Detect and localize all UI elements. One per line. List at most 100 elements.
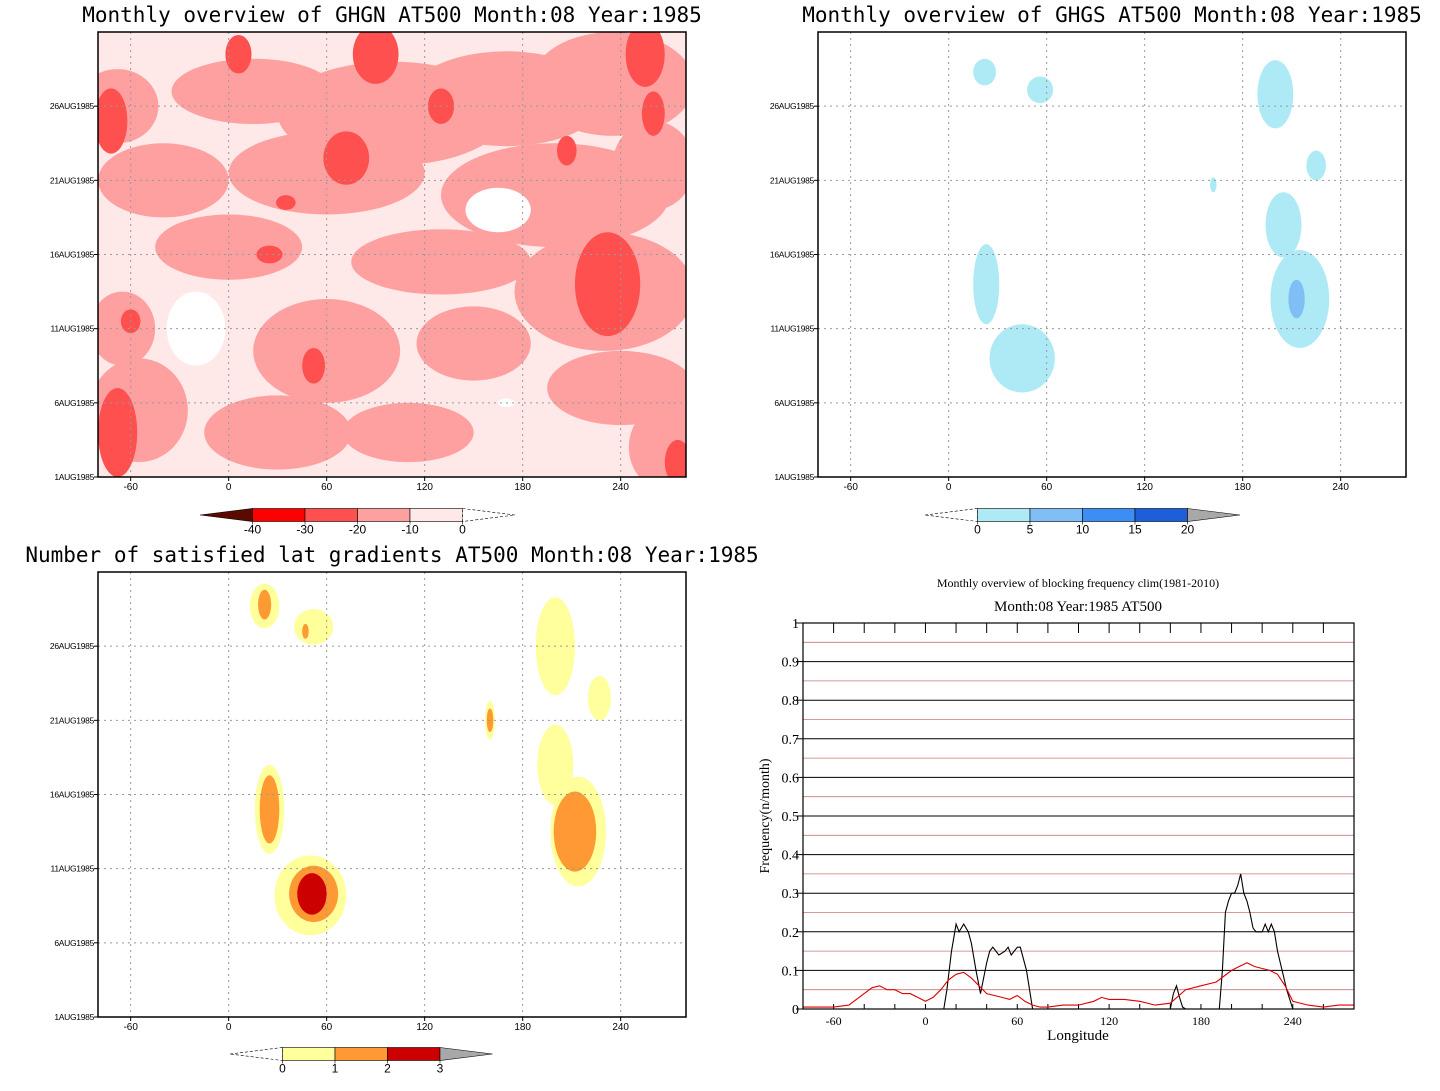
colorbar-label: -30 [296, 523, 314, 537]
contour-field [249, 583, 611, 936]
shaded-region [1265, 192, 1302, 258]
contour-field [98, 32, 686, 477]
x-tick-label: 180 [514, 1022, 531, 1033]
colorbar-segment [282, 1047, 336, 1061]
x-tick-label: 60 [1041, 482, 1053, 493]
y-tick-label: 0.9 [782, 656, 800, 671]
colorbar-label: 5 [1027, 523, 1034, 537]
y-tick-label: 26AUG1985 [50, 101, 95, 111]
shaded-region [98, 388, 138, 477]
x-tick-label: -60 [123, 1022, 138, 1033]
chart-subtitle: Month:08 Year:1985 AT500 [994, 599, 1162, 615]
shaded-region [323, 131, 370, 185]
shaded-region [294, 609, 334, 645]
x-tick-label: 240 [1332, 482, 1349, 493]
y-tick-label: 0.5 [782, 810, 800, 825]
y-tick-label: 21AUG1985 [770, 175, 815, 185]
x-tick-label: 240 [612, 1022, 629, 1033]
shaded-region [302, 623, 309, 639]
y-tick-label: 11AUG1985 [771, 324, 815, 334]
y-tick-label: 16AUG1985 [770, 250, 815, 260]
y-tick-label: 26AUG1985 [770, 101, 815, 111]
shaded-region [98, 143, 229, 218]
colorbar: 0 5 10 15 20 [924, 508, 1241, 537]
shaded-region [1210, 177, 1217, 193]
shaded-region [973, 244, 1000, 325]
y-tick-label: 26AUG1985 [50, 641, 95, 651]
shaded-region [259, 775, 280, 844]
y-tick-label: 16AUG1985 [50, 250, 95, 260]
shaded-region [155, 214, 303, 280]
chart-title: Number of satisfied lat gradients AT500 … [25, 543, 758, 567]
shaded-region [465, 187, 531, 233]
ghgs-panel: Monthly overview of GHGS AT500 Month:08 … [770, 3, 1422, 537]
x-tick-label: 60 [321, 1022, 333, 1033]
shaded-region [612, 121, 686, 210]
shaded-region [973, 58, 997, 86]
shaded-region [1027, 76, 1054, 104]
ghgn-panel: Monthly overview of GHGN AT500 Month:08 … [50, 3, 702, 537]
x-tick-label: -60 [826, 1014, 842, 1028]
colorbar-right-arrow [462, 508, 516, 522]
colorbar-segment [409, 508, 463, 522]
x-tick-label: 240 [612, 482, 629, 493]
y-tick-label: 0.6 [782, 771, 800, 786]
colorbar-label: 3 [437, 1062, 444, 1076]
colorbar-label: -20 [349, 523, 367, 537]
colorbar-segment [1134, 508, 1188, 522]
colorbar: 0 1 2 3 [229, 1047, 493, 1076]
y-tick-label: 21AUG1985 [50, 175, 95, 185]
colorbar-label: 0 [279, 1062, 286, 1076]
y-tick-label: 16AUG1985 [50, 790, 95, 800]
x-tick-label: 60 [1011, 1014, 1023, 1028]
y-tick-label: 1 [792, 617, 799, 632]
colorbar-segment [357, 508, 411, 522]
y-tick-label: 6AUG1985 [54, 398, 94, 408]
colorbar-label: 0 [459, 523, 466, 537]
shaded-region [256, 245, 283, 264]
contour-field [973, 58, 1330, 393]
lat-gradients-panel: Number of satisfied lat gradients AT500 … [25, 543, 758, 1076]
shaded-region [302, 347, 326, 384]
chart-title: Monthly overview of blocking frequency c… [937, 576, 1219, 590]
x-tick-label: 0 [922, 1014, 928, 1028]
chart-title: Monthly overview of GHGS AT500 Month:08 … [802, 3, 1422, 27]
y-tick-label: 0.1 [782, 964, 800, 979]
x-tick-label: 180 [514, 482, 531, 493]
colorbar-segment [334, 1047, 388, 1061]
y-tick-label: 0.4 [782, 849, 800, 864]
x-tick-label: 240 [1284, 1014, 1302, 1028]
chart-title: Monthly overview of GHGN AT500 Month:08 … [82, 3, 702, 27]
y-tick-label: 11AUG1985 [51, 324, 95, 334]
plot-frame [802, 622, 1355, 1010]
colorbar-right-arrow [439, 1047, 493, 1061]
colorbar: -40 -30 -20 -10 0 [199, 508, 516, 537]
y-tick-label: 6AUG1985 [54, 938, 94, 948]
x-tick-label: 0 [226, 1022, 232, 1033]
shaded-region [297, 873, 327, 915]
colorbar-segment [252, 508, 306, 522]
colorbar-label: 0 [974, 523, 981, 537]
x-tick-label: 0 [226, 482, 232, 493]
x-tick-label: 180 [1234, 482, 1251, 493]
y-tick-label: 6AUG1985 [774, 398, 814, 408]
y-tick-label: 21AUG1985 [50, 715, 95, 725]
colorbar-segment [304, 508, 358, 522]
colorbar-segment [1082, 508, 1136, 522]
y-tick-label: 0.7 [782, 733, 800, 748]
colorbar-left-arrow [924, 508, 978, 522]
colorbar-left-arrow [199, 508, 253, 522]
colorbar-segment [1029, 508, 1083, 522]
x-axis-label: Longitude [1047, 1028, 1109, 1044]
shaded-region [416, 306, 531, 381]
shaded-region [352, 32, 399, 84]
series-line-climatology [803, 962, 1354, 1008]
y-tick-label: 0.2 [782, 926, 800, 941]
shaded-region [530, 32, 686, 136]
shaded-region [1257, 60, 1294, 129]
shaded-region [625, 32, 665, 87]
shaded-region [664, 439, 686, 477]
shaded-region [351, 229, 531, 295]
colorbar-label: -40 [244, 523, 262, 537]
colorbar-label: 1 [332, 1062, 339, 1076]
